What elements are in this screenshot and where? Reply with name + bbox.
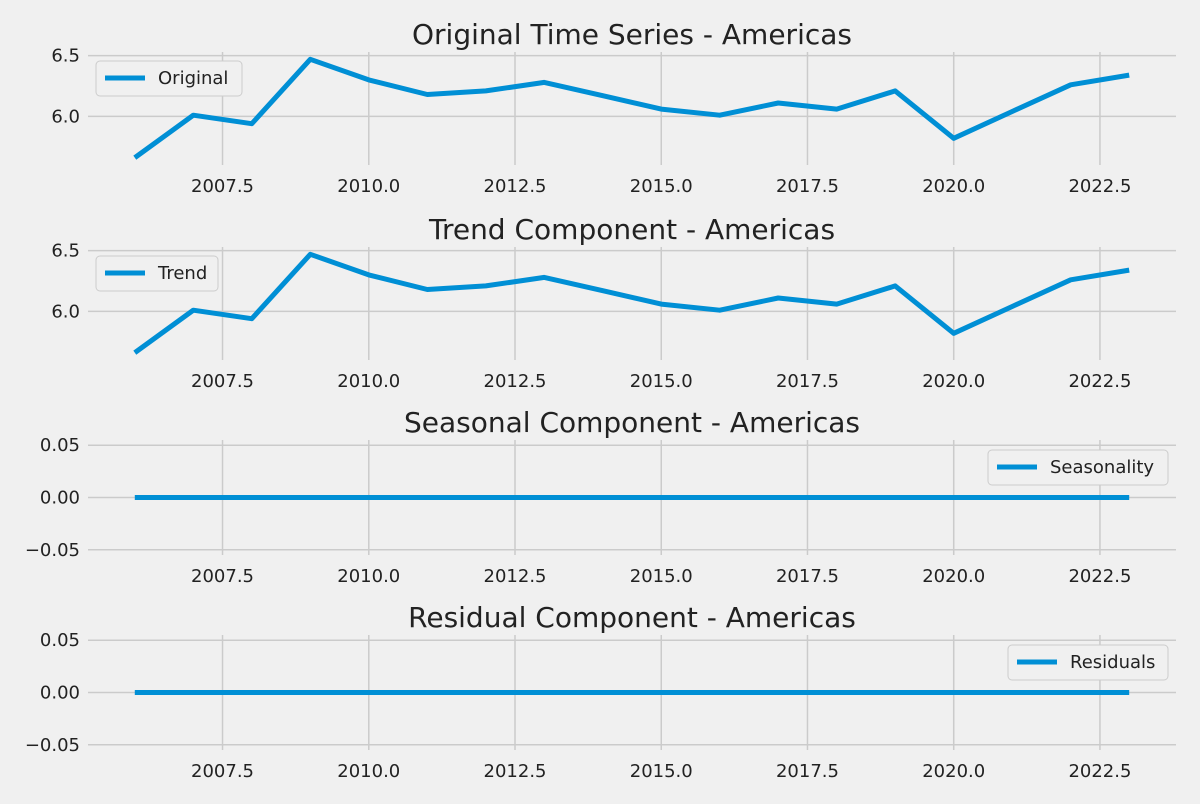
y-tick-label: −0.05 (25, 540, 80, 561)
x-tick-label: 2012.5 (484, 371, 547, 392)
x-tick-label: 2017.5 (776, 176, 839, 197)
x-tick-label: 2007.5 (191, 761, 254, 782)
series-line (133, 56, 1130, 160)
legend-box (987, 449, 1169, 486)
x-tick-label: 2015.0 (630, 761, 693, 782)
legend: Original (95, 60, 243, 97)
y-tick-label: 0.05 (40, 435, 80, 456)
x-tick-label: 2010.0 (337, 176, 400, 197)
x-tick-label: 2022.5 (1068, 761, 1131, 782)
x-tick-label: 2022.5 (1068, 566, 1131, 587)
legend-label: Trend (157, 263, 207, 284)
x-tick-label: 2022.5 (1068, 371, 1131, 392)
x-tick-label: 2007.5 (191, 176, 254, 197)
panel-title: Original Time Series - Americas (412, 18, 852, 51)
x-tick-label: 2012.5 (484, 566, 547, 587)
x-tick-label: 2017.5 (776, 761, 839, 782)
x-tick-label: 2007.5 (191, 371, 254, 392)
panel-title: Trend Component - Americas (428, 213, 835, 246)
x-tick-label: 2020.0 (922, 371, 985, 392)
legend-box (95, 60, 243, 97)
y-tick-label: 6.0 (51, 301, 80, 322)
legend: Seasonality (987, 449, 1169, 486)
x-tick-label: 2007.5 (191, 566, 254, 587)
legend: Trend (95, 255, 219, 292)
y-tick-label: 6.5 (51, 241, 80, 262)
x-tick-label: 2017.5 (776, 371, 839, 392)
legend-label: Original (158, 68, 228, 89)
series-line (133, 251, 1130, 355)
x-tick-label: 2015.0 (630, 371, 693, 392)
legend-label: Residuals (1070, 652, 1155, 673)
panel-1: Original Time Series - Americas 2007.5 201… (51, 18, 1176, 197)
x-tick-label: 2010.0 (337, 566, 400, 587)
x-tick-label: 2012.5 (484, 176, 547, 197)
x-tick-label: 2017.5 (776, 566, 839, 587)
legend-box (1007, 644, 1169, 681)
x-tick-label: 2010.0 (337, 761, 400, 782)
y-tick-label: 0.05 (40, 630, 80, 651)
y-tick-label: −0.05 (25, 735, 80, 756)
panel-title: Residual Component - Americas (408, 601, 856, 634)
x-tick-label: 2020.0 (922, 761, 985, 782)
panel-2: Trend Component - Americas 2007.5 2010.0 20… (51, 213, 1176, 392)
x-tick-label: 2015.0 (630, 566, 693, 587)
x-tick-label: 2015.0 (630, 176, 693, 197)
x-tick-label: 2010.0 (337, 371, 400, 392)
panel-title: Seasonal Component - Americas (404, 406, 860, 439)
y-tick-label: 0.00 (40, 488, 80, 509)
x-tick-label: 2012.5 (484, 761, 547, 782)
y-tick-label: 0.00 (40, 683, 80, 704)
x-tick-label: 2022.5 (1068, 176, 1131, 197)
y-tick-label: 6.0 (51, 106, 80, 127)
legend-label: Seasonality (1050, 457, 1154, 478)
panel-4: Residual Component - Americas 2007.5 2010.… (25, 601, 1176, 782)
x-tick-label: 2020.0 (922, 566, 985, 587)
legend: Residuals (1007, 644, 1169, 681)
x-tick-label: 2020.0 (922, 176, 985, 197)
legend-box (95, 255, 219, 292)
panel-3: Seasonal Component - Americas 2007.5 2010.… (25, 406, 1176, 587)
y-tick-label: 6.5 (51, 46, 80, 67)
